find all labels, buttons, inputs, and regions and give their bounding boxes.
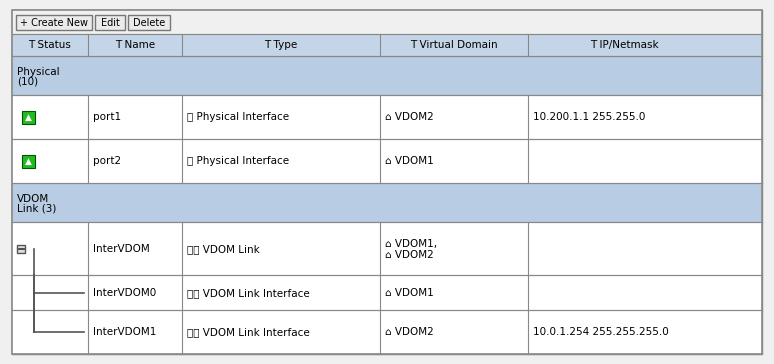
Text: port1: port1: [93, 112, 121, 122]
Text: ⬜⬜ VDOM Link Interface: ⬜⬜ VDOM Link Interface: [187, 288, 310, 298]
Text: ⌂ VDOM1,: ⌂ VDOM1,: [385, 239, 437, 249]
Text: ⌂ VDOM2: ⌂ VDOM2: [385, 250, 433, 260]
Text: ▲: ▲: [25, 113, 32, 122]
Text: Delete: Delete: [133, 17, 165, 28]
Bar: [12, 34, 762, 56]
Text: Edit: Edit: [101, 17, 119, 28]
Text: ⯀ Physical Interface: ⯀ Physical Interface: [187, 112, 289, 122]
Text: ▲: ▲: [25, 157, 32, 166]
Text: ⌂ VDOM2: ⌂ VDOM2: [385, 327, 433, 337]
Text: ⯀ Physical Interface: ⯀ Physical Interface: [187, 156, 289, 166]
Bar: [95, 15, 125, 30]
Text: ⌂ VDOM1: ⌂ VDOM1: [385, 156, 433, 166]
Text: (10): (10): [17, 77, 38, 87]
Text: InterVDOM0: InterVDOM0: [93, 288, 156, 298]
Bar: [22, 111, 35, 124]
Bar: [12, 222, 762, 276]
Bar: [22, 155, 35, 167]
Text: 10.0.1.254 255.255.255.0: 10.0.1.254 255.255.255.0: [533, 327, 669, 337]
Text: T Type: T Type: [265, 40, 298, 50]
Bar: [12, 56, 762, 95]
Bar: [12, 139, 762, 183]
Text: VDOM: VDOM: [17, 194, 50, 204]
Text: T IP/Netmask: T IP/Netmask: [590, 40, 659, 50]
Text: port2: port2: [93, 156, 121, 166]
Bar: [12, 276, 762, 310]
Text: T Virtual Domain: T Virtual Domain: [410, 40, 498, 50]
Text: ⬜⬜ VDOM Link: ⬜⬜ VDOM Link: [187, 244, 260, 254]
Bar: [128, 15, 170, 30]
Text: ⬜⬜ VDOM Link Interface: ⬜⬜ VDOM Link Interface: [187, 327, 310, 337]
Bar: [12, 95, 762, 139]
Text: Physical: Physical: [17, 67, 60, 77]
Text: ⌂ VDOM1: ⌂ VDOM1: [385, 288, 433, 298]
Bar: [12, 310, 762, 354]
Text: InterVDOM: InterVDOM: [93, 244, 149, 254]
Bar: [17, 245, 25, 253]
Bar: [12, 183, 762, 222]
Text: + Create New: + Create New: [20, 17, 88, 28]
Text: T Status: T Status: [29, 40, 71, 50]
Bar: [12, 10, 762, 34]
Bar: [16, 15, 92, 30]
Text: 10.200.1.1 255.255.0: 10.200.1.1 255.255.0: [533, 112, 646, 122]
Text: Link (3): Link (3): [17, 204, 57, 214]
Text: ⌂ VDOM2: ⌂ VDOM2: [385, 112, 433, 122]
Text: T Name: T Name: [115, 40, 155, 50]
Text: InterVDOM1: InterVDOM1: [93, 327, 156, 337]
